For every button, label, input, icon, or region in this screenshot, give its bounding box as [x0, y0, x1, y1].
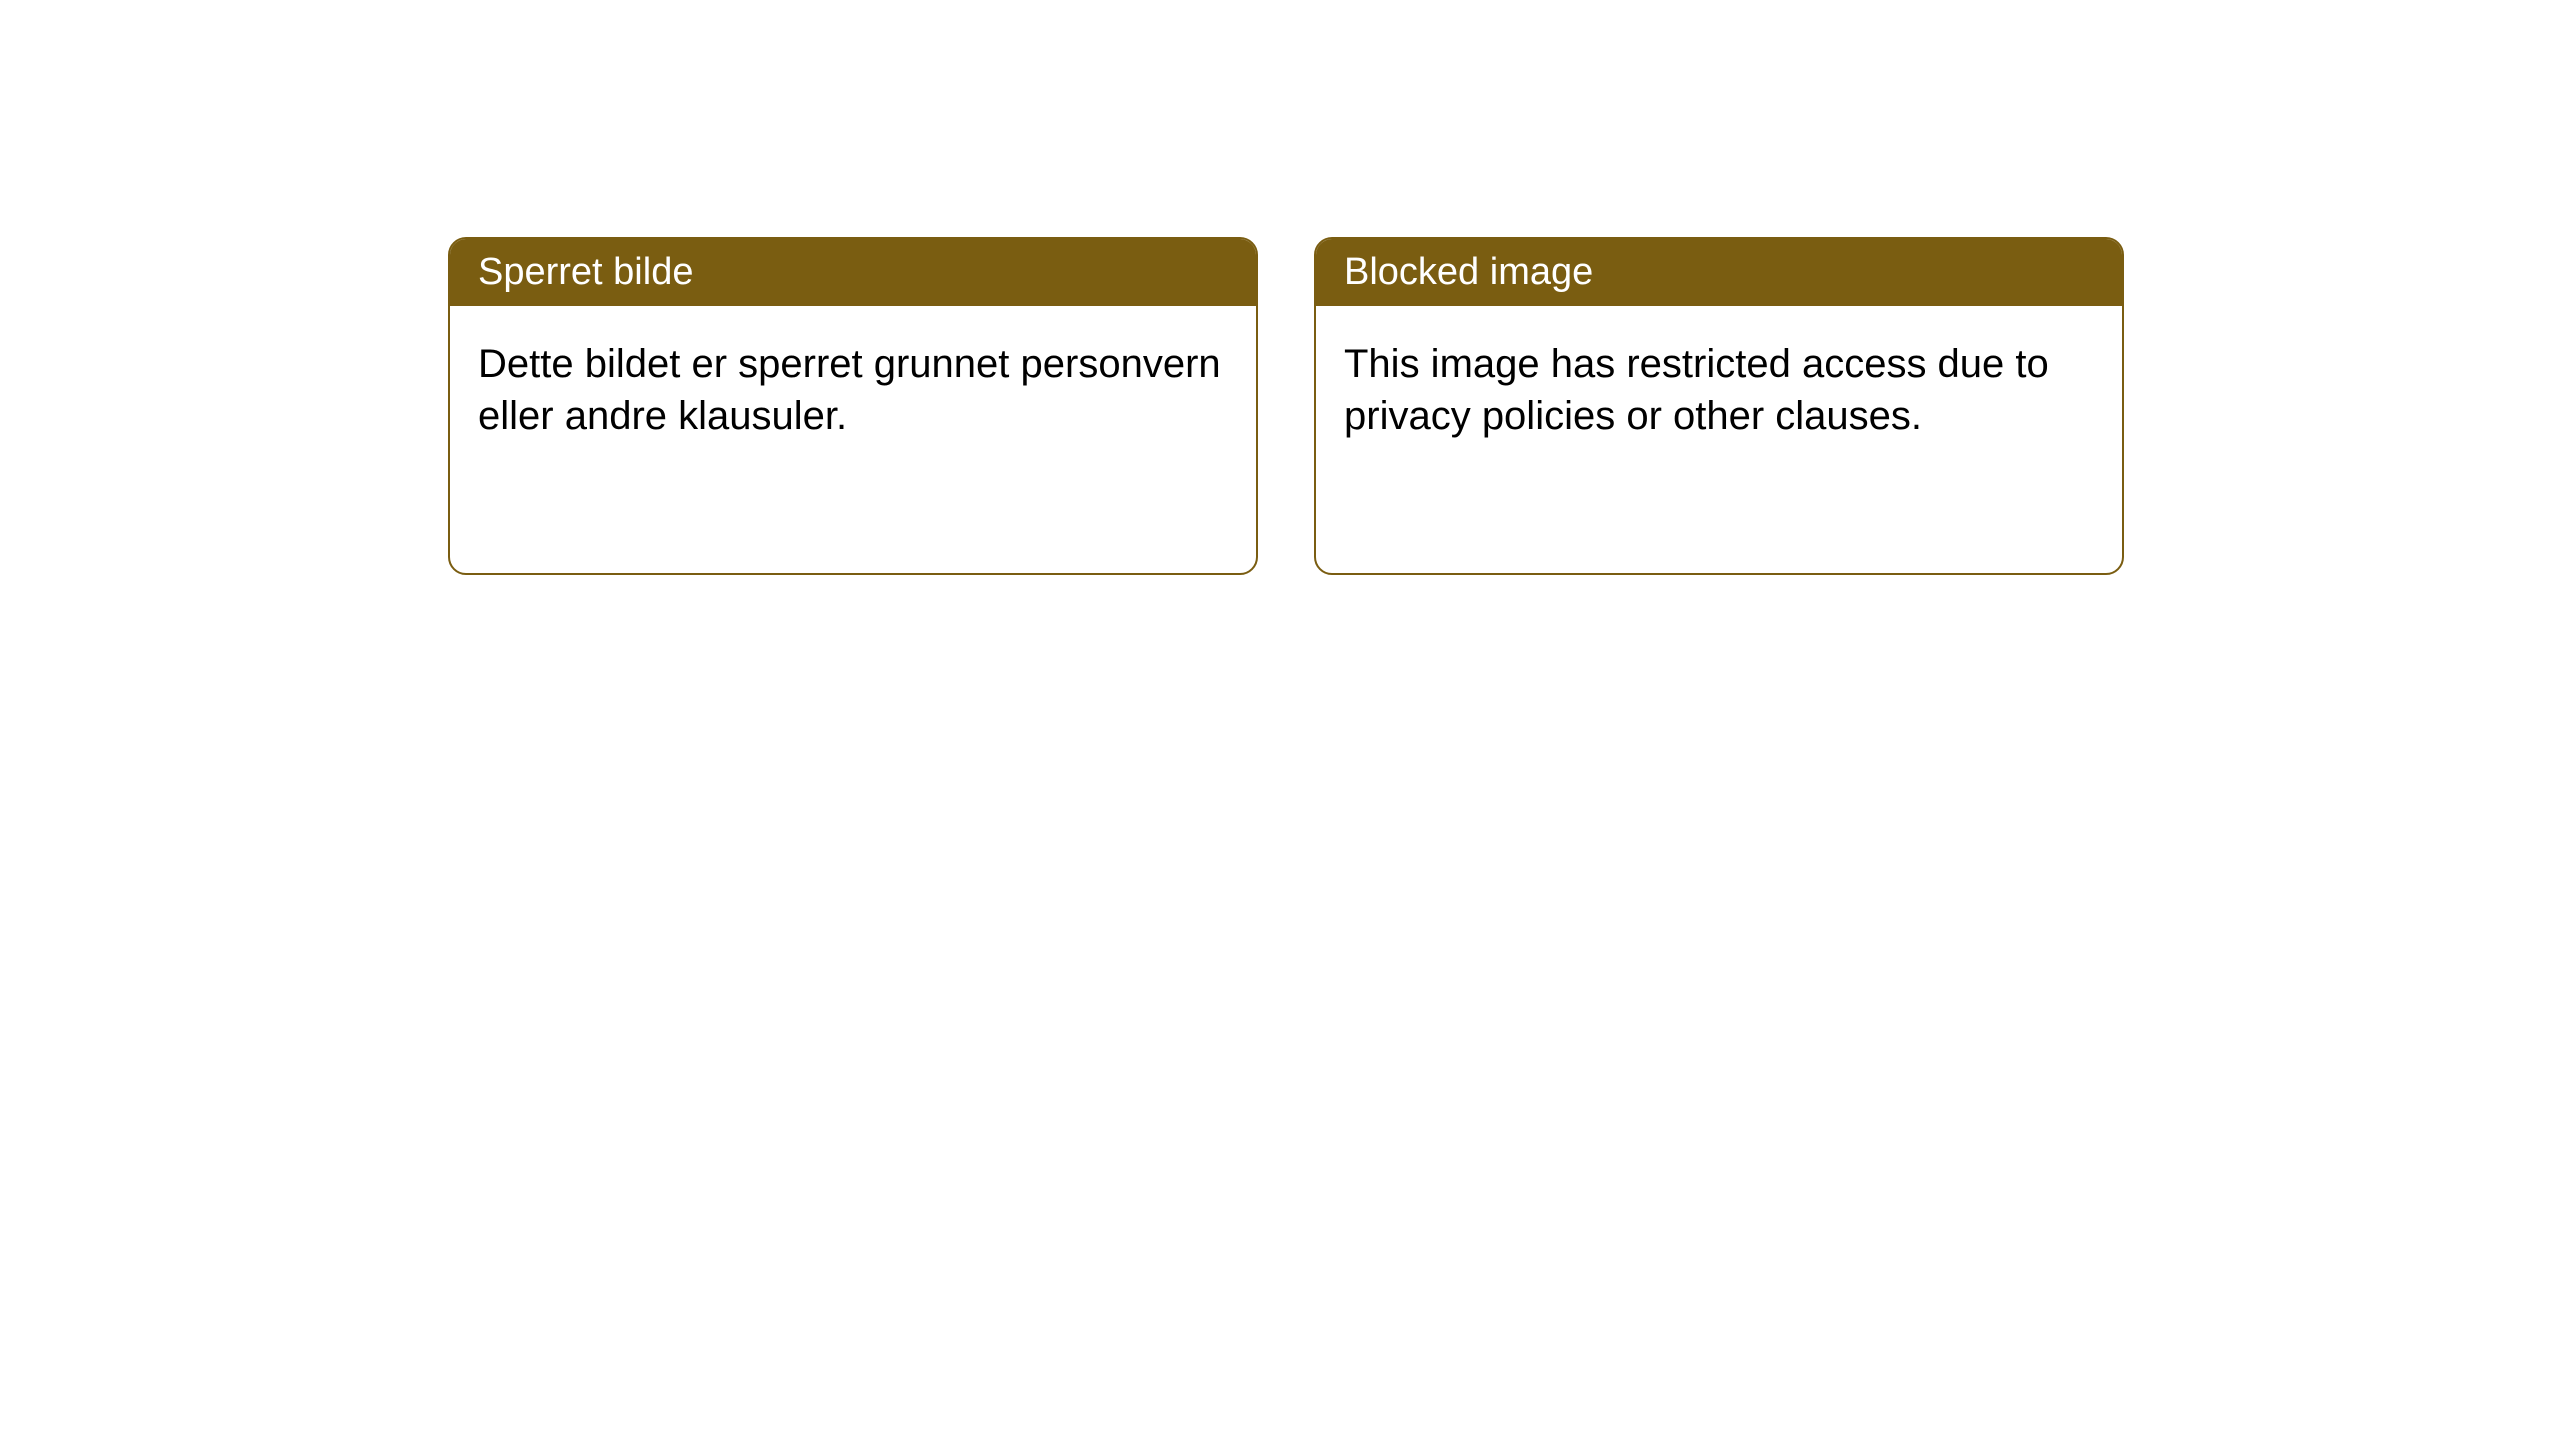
blocked-notice-card-norwegian: Sperret bilde Dette bildet er sperret gr… — [448, 237, 1258, 575]
card-body-text: Dette bildet er sperret grunnet personve… — [450, 306, 1256, 474]
blocked-notice-card-english: Blocked image This image has restricted … — [1314, 237, 2124, 575]
card-header-title: Sperret bilde — [450, 239, 1256, 306]
card-body-text: This image has restricted access due to … — [1316, 306, 2122, 474]
card-header-title: Blocked image — [1316, 239, 2122, 306]
blocked-image-notices: Sperret bilde Dette bildet er sperret gr… — [448, 237, 2124, 575]
